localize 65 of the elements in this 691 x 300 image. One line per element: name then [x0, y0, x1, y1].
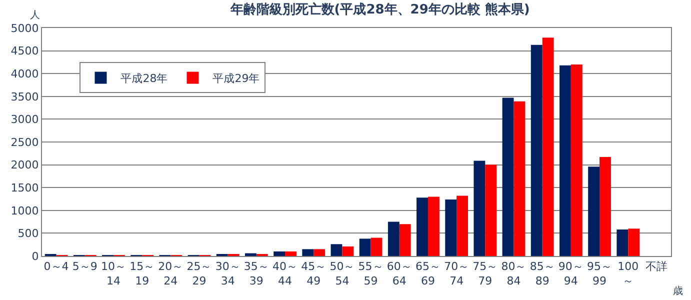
bar [542, 38, 554, 256]
x-tick-label: 45～ 49 [301, 260, 326, 288]
bar [474, 160, 486, 256]
y-tick-label: 3500 [10, 90, 39, 104]
bar [399, 224, 411, 256]
x-tick-label: 90～ 94 [558, 260, 584, 288]
x-tick-label: 5～9 [72, 260, 98, 274]
y-tick-label: 1000 [10, 204, 39, 218]
x-tick-label: 80～ 84 [501, 260, 526, 288]
bar [502, 98, 514, 256]
y-tick-label: 3000 [10, 113, 39, 126]
y-tick-label: 0 [32, 250, 39, 263]
y-tick-label: 5000 [10, 22, 39, 35]
bar [388, 222, 400, 256]
bar [330, 244, 342, 256]
x-tick-label: 95～ 99 [587, 260, 612, 288]
y-tick-label: 4000 [10, 67, 39, 80]
x-tick-label: 不詳 [646, 260, 668, 274]
x-tick-label: 70～ 74 [444, 260, 470, 288]
x-tick-label: 85～ 89 [530, 260, 555, 288]
x-tick-label: 75～ 79 [472, 260, 498, 288]
x-tick-label: 20～ 24 [158, 260, 184, 288]
bar [588, 166, 600, 256]
x-tick-label: 40～ 44 [272, 260, 298, 288]
text: 人 [30, 10, 40, 21]
legend-label: 平成29年 [212, 72, 260, 85]
y-tick-label: 2000 [10, 158, 39, 172]
bar [342, 246, 354, 256]
bar [428, 196, 440, 256]
x-tick-label: 35～ 39 [244, 260, 269, 288]
legend-label: 平成28年 [120, 72, 168, 85]
bar [628, 228, 640, 256]
bar [274, 251, 286, 256]
bar [560, 65, 571, 256]
y-tick-label: 500 [18, 227, 39, 240]
bar [600, 157, 611, 256]
bar [530, 44, 542, 256]
bar [445, 199, 457, 256]
x-tick-label: 25～ 29 [186, 260, 212, 288]
bar [514, 101, 526, 256]
x-tick-label: 10～ 14 [100, 260, 126, 288]
x-tick-label: 60～ 64 [386, 260, 412, 288]
bar [285, 251, 296, 256]
bar [416, 198, 428, 256]
bar [359, 238, 371, 256]
x-tick-label: 50～ 54 [330, 260, 355, 288]
bar [370, 238, 382, 256]
bar [314, 249, 326, 256]
x-tick-label: 100 ～ [618, 260, 639, 288]
x-tick-label: 55～ 59 [358, 260, 384, 288]
y-tick-label: 1500 [10, 181, 39, 194]
text: 歳 [673, 285, 683, 297]
bar [245, 253, 256, 256]
x-tick-label: 65～ 69 [415, 260, 440, 288]
y-tick-label: 4500 [10, 44, 39, 58]
chart-title: 年齢階級別死亡数(平成28年、29年の比較 熊本県) [229, 2, 530, 18]
y-tick-label: 2500 [10, 136, 39, 149]
bar [456, 196, 468, 256]
bar [616, 230, 628, 256]
x-tick-label: 30～ 34 [215, 260, 240, 288]
bar [485, 164, 497, 256]
bar [302, 249, 314, 256]
bar [570, 64, 582, 256]
x-tick-label: 0～4 [44, 260, 69, 274]
x-tick-label: 15～ 19 [130, 260, 155, 288]
